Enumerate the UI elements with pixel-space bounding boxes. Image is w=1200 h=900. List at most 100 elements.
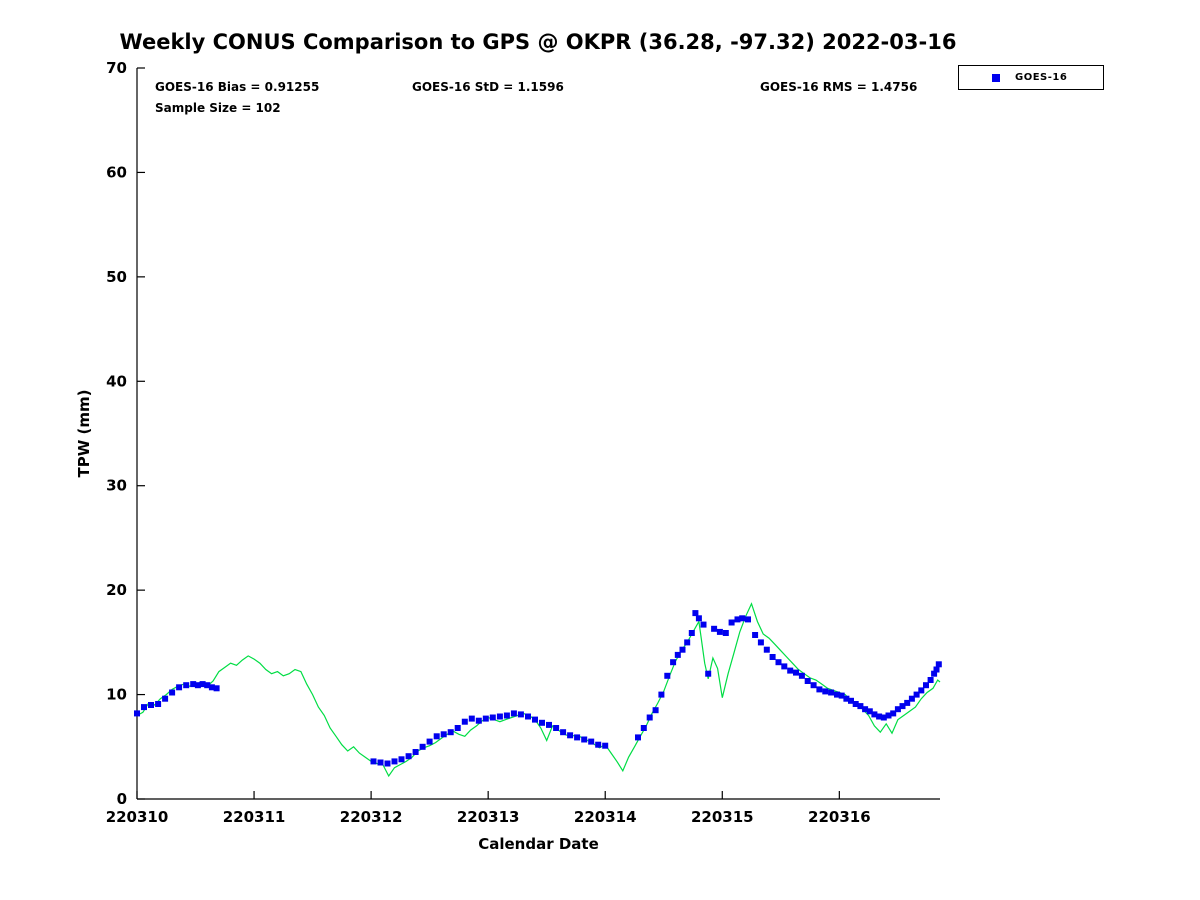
- goes16-point: [141, 704, 147, 711]
- goes16-point: [904, 699, 911, 706]
- goes16-point: [674, 651, 681, 658]
- goes16-point: [377, 759, 384, 766]
- goes16-point: [635, 734, 641, 741]
- goes16-point: [739, 615, 746, 622]
- goes16-point: [670, 659, 677, 666]
- goes16-point: [194, 682, 201, 689]
- goes16-point: [757, 639, 764, 646]
- y-tick-label: 10: [106, 686, 127, 704]
- chart-title: Weekly CONUS Comparison to GPS @ OKPR (3…: [119, 30, 957, 54]
- goes16-point: [640, 725, 647, 731]
- goes16-point: [461, 718, 468, 725]
- goes16-point: [880, 714, 887, 721]
- goes16-point: [876, 713, 883, 720]
- goes16-point: [503, 712, 510, 719]
- x-tick-label: 220316: [808, 808, 871, 826]
- goes16-point: [468, 715, 475, 722]
- y-tick-label: 70: [106, 59, 127, 77]
- y-tick-label: 50: [106, 268, 127, 286]
- stat-rms: GOES-16 RMS = 1.4756: [760, 80, 918, 94]
- goes16-point: [871, 711, 878, 718]
- goes16-point: [728, 619, 735, 626]
- goes16-point: [711, 625, 718, 632]
- goes16-point: [581, 736, 588, 743]
- goes16-point: [838, 692, 845, 699]
- x-tick-label: 220310: [106, 808, 169, 826]
- goes16-point: [574, 734, 581, 741]
- x-tick-label: 220311: [223, 808, 286, 826]
- goes16-point: [560, 729, 567, 736]
- goes16-point: [810, 682, 817, 689]
- goes16-point: [602, 742, 609, 749]
- x-tick-label: 220315: [691, 808, 754, 826]
- x-tick-label: 220314: [574, 808, 637, 826]
- goes16-point: [155, 701, 162, 707]
- goes16-point: [931, 670, 938, 677]
- goes16-point: [834, 691, 840, 698]
- goes16-point: [885, 712, 892, 719]
- goes16-point: [816, 686, 823, 693]
- goes16-point: [539, 719, 545, 726]
- goes16-point: [496, 713, 503, 720]
- goes16-point: [588, 738, 595, 745]
- goes16-point: [646, 714, 653, 721]
- goes16-point: [843, 695, 850, 702]
- goes16-point: [734, 616, 741, 623]
- goes16-point: [475, 717, 482, 724]
- goes16-point: [722, 630, 729, 636]
- goes16-point: [213, 685, 220, 692]
- goes16-point: [391, 758, 398, 765]
- goes16-point: [700, 621, 707, 628]
- goes16-point: [927, 677, 934, 683]
- goes16-point: [763, 646, 770, 653]
- stat-std: GOES-16 StD = 1.1596: [412, 80, 564, 94]
- goes16-point: [781, 663, 788, 670]
- goes16-point: [775, 659, 782, 666]
- goes16-point: [489, 714, 496, 721]
- goes16-point: [510, 710, 517, 717]
- goes16-point: [553, 725, 560, 731]
- goes16-point: [199, 681, 206, 688]
- legend: GOES-16: [958, 65, 1104, 90]
- goes16-point: [804, 678, 811, 684]
- goes16-point: [384, 760, 391, 767]
- goes16-point: [532, 716, 538, 723]
- goes16-point: [546, 721, 552, 728]
- goes16-point: [517, 711, 524, 718]
- goes16-point: [752, 632, 759, 638]
- goes16-point: [183, 682, 190, 689]
- goes16-point: [412, 749, 419, 755]
- goes16-point: [787, 667, 794, 674]
- goes16-point: [769, 654, 776, 660]
- x-tick-label: 220313: [457, 808, 520, 826]
- goes16-point: [169, 689, 176, 696]
- goes16-point: [828, 689, 835, 696]
- goes16-point: [426, 738, 433, 745]
- goes16-point: [134, 710, 140, 717]
- x-axis-label: Calendar Date: [478, 835, 599, 853]
- goes16-point: [793, 669, 799, 676]
- y-tick-label: 0: [117, 790, 127, 808]
- goes16-point: [692, 610, 699, 617]
- goes16-point: [440, 731, 447, 738]
- goes16-point: [482, 715, 489, 722]
- goes16-point: [933, 666, 940, 673]
- goes16-point: [684, 639, 691, 646]
- goes16-point: [208, 684, 215, 691]
- goes16-point: [419, 743, 426, 750]
- goes16-point: [822, 688, 829, 695]
- goes16-point: [890, 710, 897, 717]
- goes16-point: [899, 703, 906, 710]
- y-tick-label: 60: [106, 163, 127, 181]
- goes16-point: [148, 702, 154, 708]
- goes16-point: [652, 707, 659, 714]
- goes16-point: [862, 706, 869, 713]
- goes16-point: [176, 684, 183, 691]
- legend-square-marker-icon: [992, 73, 1000, 82]
- goes16-point: [447, 729, 454, 736]
- goes16-point: [716, 628, 723, 635]
- goes16-point: [454, 725, 461, 731]
- stat-bias: GOES-16 Bias = 0.91255: [155, 80, 320, 94]
